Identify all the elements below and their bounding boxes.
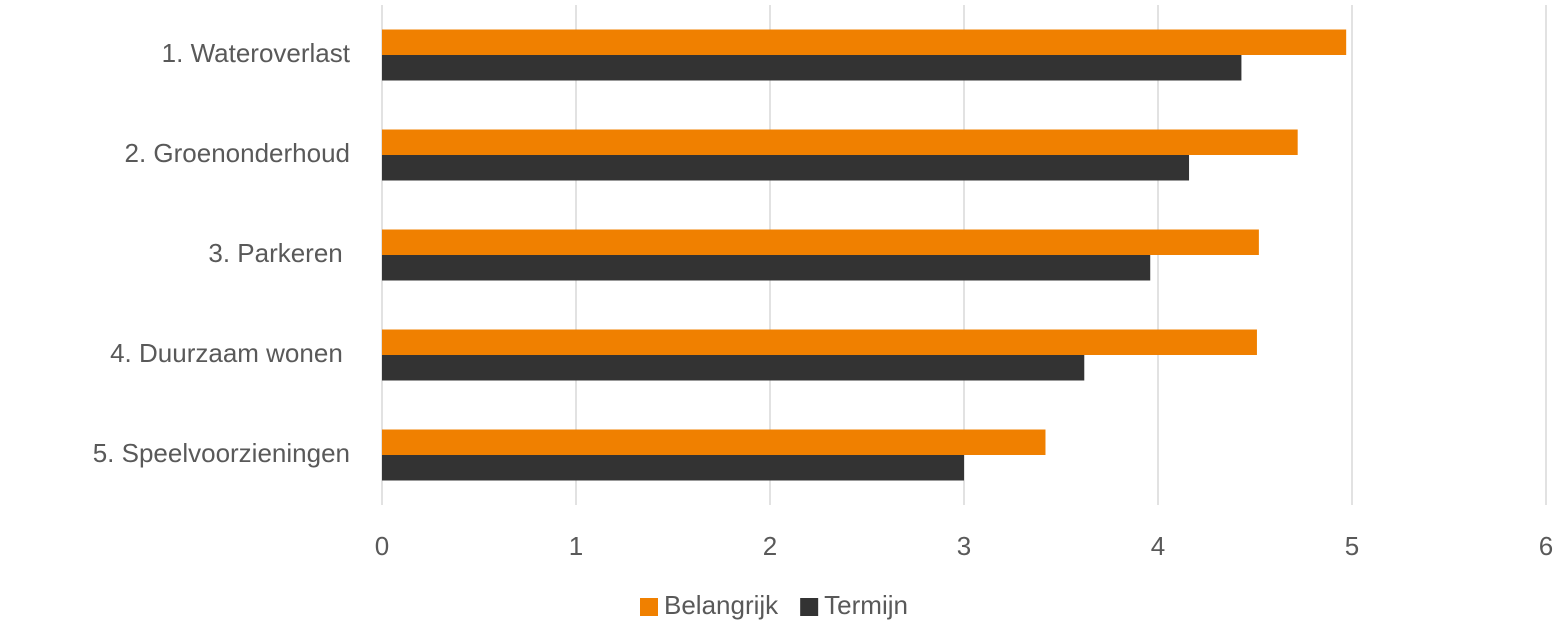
x-tick-label: 5 <box>1345 531 1359 561</box>
y-tick-label: 2. Groenonderhoud <box>124 138 350 168</box>
x-tick-label: 4 <box>1151 531 1165 561</box>
y-tick-label: 4. Duurzaam wonen <box>110 338 350 368</box>
y-tick-label: 5. Speelvoorzieningen <box>93 438 350 468</box>
legend-swatch <box>800 598 819 616</box>
bar <box>382 29 1347 55</box>
x-tick-label: 3 <box>957 531 971 561</box>
bar <box>382 155 1190 181</box>
bar <box>382 129 1298 155</box>
x-tick-label: 0 <box>375 531 389 561</box>
bar <box>382 55 1242 81</box>
y-tick-label: 1. Wateroverlast <box>162 38 351 68</box>
bar <box>382 329 1257 355</box>
y-tick-label: 3. Parkeren <box>208 238 350 268</box>
bar <box>382 229 1259 255</box>
bar <box>382 255 1151 281</box>
legend-label: Belangrijk <box>664 590 779 620</box>
x-tick-label: 1 <box>569 531 583 561</box>
legend-label: Termijn <box>824 590 908 620</box>
bar <box>382 429 1046 455</box>
bar <box>382 455 964 481</box>
bar <box>382 355 1085 381</box>
legend-swatch <box>640 598 658 616</box>
x-tick-label: 2 <box>763 531 777 561</box>
x-tick-label: 6 <box>1539 531 1553 561</box>
